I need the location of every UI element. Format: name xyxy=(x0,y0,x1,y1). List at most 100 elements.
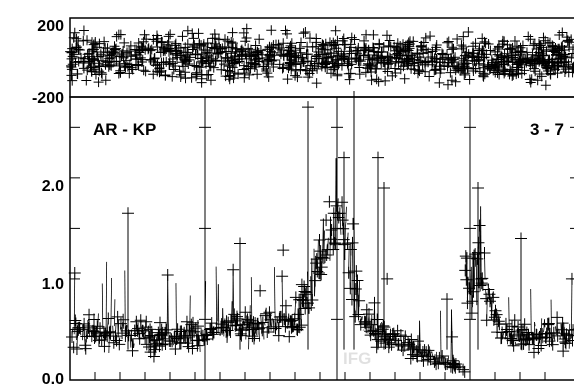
top-data-point xyxy=(387,70,398,81)
top-data-point xyxy=(450,65,461,76)
series-segment xyxy=(324,249,326,264)
bottom-data-point xyxy=(448,358,461,371)
top-data-point xyxy=(171,45,182,56)
top-data-point xyxy=(346,32,357,43)
series-segment xyxy=(420,352,422,355)
top-data-point xyxy=(480,38,491,49)
top-data-point xyxy=(294,43,305,54)
series-segment xyxy=(317,239,319,261)
series-segment xyxy=(530,289,532,335)
top-data-point xyxy=(424,71,435,82)
series-segment xyxy=(167,322,170,335)
top-data-point xyxy=(125,51,136,62)
series-segment xyxy=(124,326,127,343)
top-data-point xyxy=(491,56,502,67)
top-data-point xyxy=(70,57,81,68)
top-data-point xyxy=(490,46,501,57)
top-data-point xyxy=(442,79,453,90)
series-segment xyxy=(195,328,197,335)
bottom-data-point xyxy=(465,307,478,320)
bottom-data-point xyxy=(457,363,470,376)
top-data-point xyxy=(249,62,260,73)
top-data-point xyxy=(442,37,453,48)
top-data-point xyxy=(311,37,322,48)
top-data-point xyxy=(370,64,381,75)
top-data-point xyxy=(328,48,339,59)
top-data-point xyxy=(324,37,335,48)
top-data-point xyxy=(537,50,548,61)
top-data-point xyxy=(420,32,431,43)
top-data-point xyxy=(174,66,185,77)
series-segment xyxy=(337,198,339,214)
series-segment xyxy=(128,331,131,334)
series-segment xyxy=(347,232,349,244)
top-data-point xyxy=(568,61,574,72)
series-segment xyxy=(175,283,177,339)
top-data-point xyxy=(384,35,395,46)
top-data-point xyxy=(547,42,558,53)
bottom-data-point xyxy=(236,324,249,337)
top-data-point xyxy=(532,54,543,65)
top-data-point xyxy=(296,37,307,48)
bottom-data-point xyxy=(349,282,362,295)
series-segment xyxy=(294,307,296,319)
series-segment xyxy=(263,325,265,340)
series-segment xyxy=(185,327,187,338)
series-segment xyxy=(115,323,117,337)
bottom-data-point xyxy=(344,243,357,256)
series-segment xyxy=(480,206,482,279)
top-data-point xyxy=(73,44,84,55)
top-data-point xyxy=(107,50,118,61)
series-segment xyxy=(555,326,557,332)
top-data-point xyxy=(333,59,344,70)
bottom-data-point xyxy=(506,320,518,333)
top-data-point xyxy=(494,69,505,80)
series-segment xyxy=(431,353,434,357)
series-segment xyxy=(542,329,545,333)
top-data-point xyxy=(286,38,297,49)
bottom-data-point xyxy=(234,237,246,250)
top-data-point xyxy=(536,71,547,82)
top-data-point xyxy=(508,52,519,63)
bottom-data-point xyxy=(107,336,120,349)
series-segment xyxy=(390,334,392,344)
top-data-point xyxy=(71,42,82,53)
top-data-point xyxy=(382,55,393,66)
top-data-point xyxy=(236,50,247,61)
top-data-point xyxy=(367,54,378,65)
bottom-data-point xyxy=(79,342,92,355)
top-data-point xyxy=(163,31,174,42)
bottom-data-point xyxy=(69,314,82,327)
top-data-point xyxy=(505,44,516,55)
top-data-point xyxy=(446,75,457,86)
top-data-point xyxy=(460,68,471,79)
series-segment xyxy=(199,339,201,352)
series-segment xyxy=(429,346,431,355)
top-data-point xyxy=(111,31,122,42)
series-segment xyxy=(190,324,193,328)
top-data-point xyxy=(119,37,130,48)
bottom-data-point xyxy=(381,272,394,285)
top-data-point xyxy=(332,70,343,81)
series-segment xyxy=(344,227,346,261)
top-data-point xyxy=(526,74,537,85)
bottom-data-point xyxy=(337,222,350,235)
top-data-point xyxy=(252,69,263,80)
series-segment xyxy=(314,255,317,281)
bottom-data-point xyxy=(438,356,451,369)
top-data-point xyxy=(295,64,306,75)
top-data-point xyxy=(191,71,202,82)
top-data-point xyxy=(278,62,289,73)
top-data-point xyxy=(515,42,526,53)
series-segment xyxy=(206,335,209,340)
series-segment xyxy=(431,351,433,354)
top-data-point xyxy=(131,44,142,55)
top-data-point xyxy=(81,75,92,86)
bottom-data-point xyxy=(370,341,383,354)
series-segment xyxy=(440,310,442,362)
series-segment xyxy=(133,343,135,349)
series-segment xyxy=(250,277,253,328)
top-data-point xyxy=(295,47,306,58)
top-data-point xyxy=(300,26,311,37)
